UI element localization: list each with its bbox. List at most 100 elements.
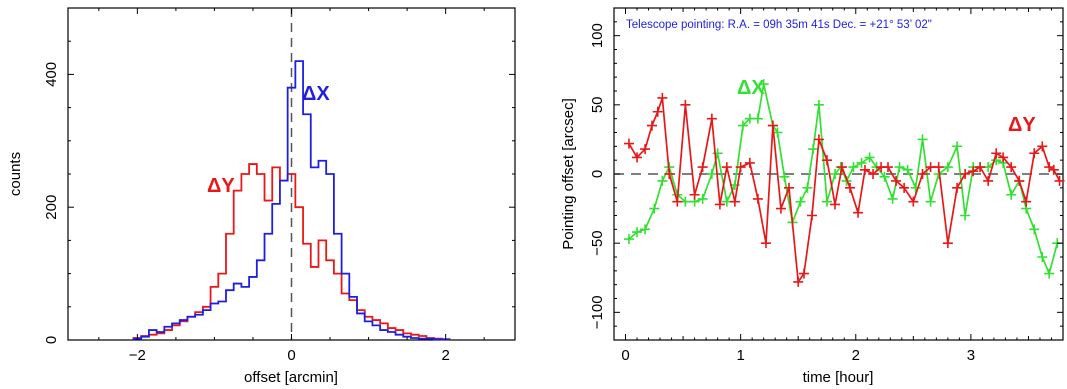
pointing-x-tick-label: 0 [621, 347, 629, 364]
pointing-point-marker [813, 99, 824, 110]
pointing-point-marker [960, 210, 971, 221]
pointing-point-marker [845, 182, 856, 193]
pointing-point-marker [802, 182, 813, 193]
pointing-point-marker [689, 189, 700, 200]
pointing-point-marker [1006, 189, 1017, 200]
pointing-annotation-delta-y: ΔY [1008, 114, 1036, 136]
pointing-point-marker [680, 99, 691, 110]
histogram-annotation-delta-y: ΔY [207, 175, 235, 197]
histogram-y-tick-label: 400 [43, 62, 60, 87]
pointing-point-marker [813, 134, 824, 145]
pointing-point-marker [798, 268, 809, 279]
histogram-x-ticks: −2 0 2 [98, 8, 485, 364]
pointing-point-marker [868, 169, 879, 179]
pointing-point-marker [752, 193, 763, 204]
pointing-point-marker [1029, 148, 1040, 159]
histogram-y-ticks: 0 200 400 [43, 40, 515, 344]
pointing-point-marker [859, 164, 870, 175]
histogram-x-tick-label: 0 [287, 347, 295, 364]
pointing-point-marker [1029, 224, 1040, 235]
histogram-y-tick-label: 0 [43, 336, 60, 344]
pointing-point-marker [632, 152, 643, 163]
pointing-y-ticks: −100 −50 0 50 100 [589, 21, 1063, 329]
pointing-point-marker [887, 193, 898, 204]
pointing-point-marker [836, 162, 847, 173]
pointing-point-marker [623, 138, 634, 149]
pointing-x-tick-label: 1 [736, 347, 744, 364]
pointing-point-marker [623, 234, 634, 245]
pointing-point-marker [706, 113, 717, 124]
pointing-point-marker [752, 113, 763, 124]
pointing-annotation-delta-x: ΔX [737, 77, 765, 99]
pointing-point-marker [830, 169, 841, 179]
histogram-y-axis-label: counts [7, 152, 24, 196]
pointing-point-marker [646, 120, 657, 131]
histogram-x-tick-label: −2 [129, 347, 146, 364]
pointing-point-marker [744, 157, 755, 168]
pointing-x-axis-label: time [hour] [803, 369, 874, 386]
pointing-offset-panel: 0 1 2 3 −100 −50 0 50 100 Telescope pointing: R… [560, 7, 1065, 386]
pointing-point-marker [640, 144, 651, 155]
pointing-point-marker [1021, 196, 1032, 207]
pointing-point-marker [657, 175, 668, 186]
histogram-x-axis-label: offset [arcmin] [244, 369, 338, 386]
pointing-x-tick-label: 3 [967, 347, 975, 364]
telescope-pointing-note: Telescope pointing: R.A. = 09h 35m 41s D… [626, 19, 932, 31]
histogram-x-tick-label: 2 [441, 347, 449, 364]
pointing-point-marker [779, 171, 790, 182]
pointing-point-marker [1048, 164, 1059, 175]
pointing-point-marker [807, 210, 818, 221]
pointing-point-marker [879, 171, 890, 182]
pointing-point-marker [758, 79, 769, 90]
pointing-point-marker [783, 182, 794, 193]
pointing-point-marker [933, 162, 944, 173]
pointing-point-marker [735, 162, 746, 173]
pointing-point-marker [864, 152, 875, 163]
histogram-series-delta-x [132, 60, 451, 341]
pointing-point-marker [830, 199, 841, 210]
pointing-y-tick-label: −50 [589, 230, 606, 255]
pointing-point-marker [664, 169, 675, 179]
pointing-y-tick-label: 50 [589, 96, 606, 113]
pointing-x-ticks: 0 1 2 3 [621, 8, 1052, 364]
histogram-series-group [132, 60, 451, 341]
pointing-point-marker [729, 196, 740, 207]
pointing-x-tick-label: 2 [852, 347, 860, 364]
pointing-point-marker [1037, 252, 1048, 262]
pointing-point-marker [983, 175, 994, 186]
pointing-point-marker [968, 166, 979, 177]
pointing-point-marker [902, 164, 913, 175]
pointing-y-tick-label: 100 [589, 23, 606, 48]
pointing-point-marker [1054, 175, 1065, 186]
pointing-point-marker [894, 162, 905, 173]
pointing-point-marker [883, 162, 894, 173]
pointing-y-axis-label: Pointing offset [arcsec] [560, 98, 577, 249]
pointing-point-marker [1037, 141, 1048, 152]
pointing-point-marker [795, 196, 806, 207]
pointing-point-marker [891, 175, 902, 186]
pointing-point-marker [821, 155, 832, 166]
pointing-point-marker [721, 162, 732, 173]
pointing-point-marker [672, 196, 683, 207]
pointing-point-marker [697, 193, 708, 204]
histogram-series-delta-y [132, 163, 451, 341]
histogram-annotation-delta-x: ΔX [302, 83, 330, 105]
pointing-point-marker [848, 162, 859, 173]
pointing-point-marker [1006, 162, 1017, 173]
pointing-point-marker [632, 227, 643, 238]
pointing-point-marker [760, 238, 771, 249]
pointing-point-marker [917, 134, 928, 145]
pointing-point-marker [853, 207, 864, 218]
pointing-point-marker [808, 144, 819, 155]
pointing-point-marker [856, 157, 867, 168]
pointing-point-marker [1044, 268, 1055, 279]
histogram-panel: −2 0 2 0 200 400 ΔX ΔY offset [arcmin] count… [7, 7, 516, 386]
pointing-point-marker [998, 152, 1009, 163]
pointing-point-marker [697, 162, 708, 173]
pointing-y-tick-label: −100 [589, 295, 606, 329]
pointing-point-marker [899, 182, 910, 193]
pointing-point-marker [1014, 175, 1025, 186]
pointing-point-marker [942, 238, 953, 249]
pointing-series-delta-y [623, 92, 1065, 287]
